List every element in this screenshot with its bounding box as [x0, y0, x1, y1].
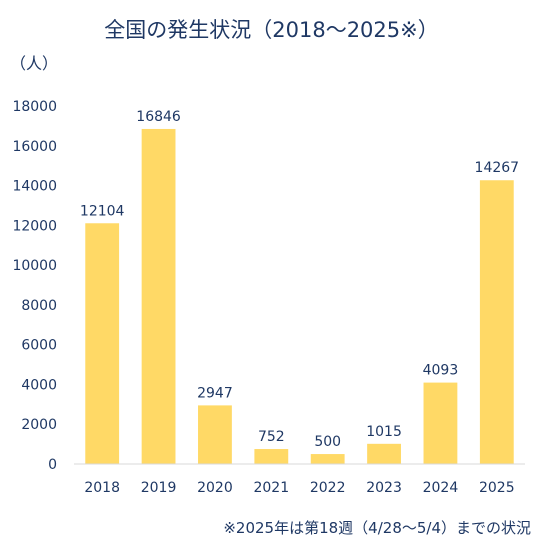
bar-2025	[479, 180, 514, 464]
y-tick-label: 8000	[21, 298, 57, 314]
x-tick-label: 2022	[310, 480, 346, 496]
bar-2021	[254, 449, 289, 464]
y-tick-label: 18000	[12, 99, 57, 115]
data-label: 500	[314, 434, 341, 450]
x-tick-label: 2025	[479, 480, 515, 496]
x-tick-label: 2019	[141, 480, 177, 496]
x-tick-label: 2018	[84, 480, 120, 496]
data-label: 4093	[423, 363, 459, 379]
y-tick-label: 4000	[21, 377, 57, 393]
x-tick-label: 2021	[253, 480, 289, 496]
data-label: 752	[258, 429, 285, 445]
bar-2020	[198, 405, 232, 464]
data-label: 14267	[475, 160, 520, 176]
y-tick-label: 12000	[12, 218, 57, 234]
y-unit-label: （人）	[10, 54, 59, 73]
data-labels: 12104 16846 2947 752 500 1015 4093 14267	[80, 109, 519, 450]
y-tick-label: 14000	[12, 179, 57, 195]
data-label: 1015	[366, 424, 402, 440]
data-label: 2947	[197, 385, 233, 401]
bar-2018	[85, 223, 120, 464]
y-tick-label: 6000	[21, 338, 57, 354]
y-tick-label: 16000	[12, 139, 57, 155]
y-axis-ticks: 0 2000 4000 6000 8000 10000 12000 14000 16000 180…	[12, 99, 57, 473]
footnote: ※2025年は第18週（4/28～5/4）までの状況	[223, 519, 531, 537]
bar-2024	[423, 382, 458, 464]
y-tick-label: 2000	[21, 417, 57, 433]
bar-2022	[310, 454, 345, 464]
bar-2023	[367, 443, 401, 464]
y-tick-label: 0	[48, 457, 57, 473]
bar-2019	[141, 128, 176, 464]
data-label: 16846	[136, 109, 181, 125]
chart-title: 全国の発生状況（2018～2025※）	[104, 18, 439, 42]
bars	[85, 128, 514, 464]
data-label: 12104	[80, 203, 125, 219]
x-tick-label: 2020	[197, 480, 233, 496]
x-axis-ticks: 2018 2019 2020 2021 2022 2023 2024 2025	[84, 480, 514, 496]
x-tick-label: 2024	[423, 480, 459, 496]
x-tick-label: 2023	[366, 480, 402, 496]
y-tick-label: 10000	[12, 258, 57, 274]
